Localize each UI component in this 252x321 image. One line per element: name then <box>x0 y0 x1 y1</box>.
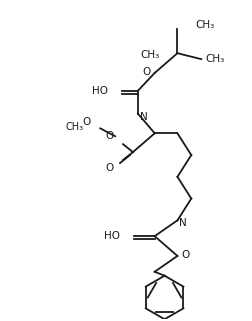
Text: CH₃: CH₃ <box>140 50 159 60</box>
Text: O: O <box>82 117 90 127</box>
Text: HO: HO <box>92 86 108 96</box>
Text: CH₃: CH₃ <box>204 54 224 64</box>
Text: O: O <box>105 163 113 173</box>
Text: CH₃: CH₃ <box>195 20 214 30</box>
Text: O: O <box>105 131 113 141</box>
Text: CH₃: CH₃ <box>65 122 83 132</box>
Text: N: N <box>179 218 186 228</box>
Text: HO: HO <box>104 231 120 241</box>
Text: O: O <box>142 67 150 77</box>
Text: N: N <box>139 111 147 122</box>
Text: O: O <box>181 250 189 260</box>
